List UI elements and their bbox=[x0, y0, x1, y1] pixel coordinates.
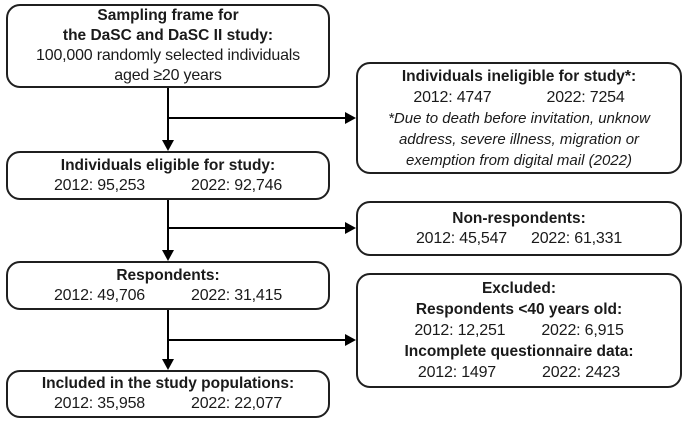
non-respondents-values: 2012: 45,547 2022: 61,331 bbox=[416, 229, 622, 249]
eligible-value-2022: 2022: 92,746 bbox=[191, 176, 283, 194]
respondents-heading: Respondents: bbox=[116, 266, 220, 284]
sampling-frame-body-line1: 100,000 randomly selected individuals bbox=[36, 47, 300, 64]
sampling-frame-heading-line1: Sampling frame for bbox=[97, 7, 239, 24]
excluded-sub1-value-2022: 2022: 6,915 bbox=[541, 322, 624, 339]
box-respondents: Respondents: 2012: 49,706 2022: 31,415 bbox=[6, 261, 330, 310]
box-eligible: Individuals eligible for study: 2012: 95… bbox=[6, 151, 330, 200]
box-included: Included in the study populations: 2012:… bbox=[6, 370, 330, 418]
ineligible-footnote-line2: address, severe illness, migration or bbox=[398, 130, 640, 148]
box-excluded: Excluded: Respondents <40 years old: 201… bbox=[356, 273, 682, 388]
excluded-sub1-values: 2012: 12,251 2022: 6,915 bbox=[414, 320, 624, 341]
eligible-value-2012: 2012: 95,253 bbox=[53, 176, 145, 194]
box-non-respondents: Non-respondents: 2012: 45,547 2022: 61,3… bbox=[356, 201, 682, 256]
arrowhead-down-icon bbox=[162, 359, 174, 370]
included-value-2022: 2022: 22,077 bbox=[191, 395, 283, 412]
arrowhead-right-icon bbox=[345, 222, 356, 234]
ineligible-values: 2012: 4747 2022: 7254 bbox=[413, 87, 624, 108]
ineligible-value-2022: 2022: 7254 bbox=[546, 88, 625, 106]
ineligible-footnote-line3: exemption from digital mail (2022) bbox=[406, 151, 632, 169]
arrowhead-down-icon bbox=[162, 140, 174, 151]
excluded-sub2-value-2012: 2012: 1497 bbox=[417, 364, 496, 381]
non-respondents-heading: Non-respondents: bbox=[452, 209, 586, 227]
non-respondents-value-2012: 2012: 45,547 bbox=[415, 229, 507, 247]
excluded-sub2-heading: Incomplete questionnaire data: bbox=[404, 343, 634, 360]
sampling-frame-body-line2: aged ≥20 years bbox=[114, 67, 222, 84]
included-values: 2012: 35,958 2022: 22,077 bbox=[54, 394, 282, 414]
arrowhead-right-icon bbox=[345, 112, 356, 124]
excluded-sub1-heading: Respondents <40 years old: bbox=[415, 301, 623, 318]
eligible-values: 2012: 95,253 2022: 92,746 bbox=[54, 176, 282, 196]
excluded-sub2-value-2022: 2022: 2423 bbox=[542, 364, 621, 381]
excluded-sub1-value-2012: 2012: 12,251 bbox=[414, 322, 506, 339]
respondents-value-2012: 2012: 49,706 bbox=[53, 286, 145, 304]
ineligible-heading: Individuals ineligible for study*: bbox=[401, 67, 637, 85]
eligible-heading: Individuals eligible for study: bbox=[60, 156, 276, 174]
excluded-heading: Excluded: bbox=[481, 280, 557, 297]
arrowhead-down-icon bbox=[162, 250, 174, 261]
ineligible-value-2012: 2012: 4747 bbox=[413, 88, 492, 106]
ineligible-footnote-line1: *Due to death before invitation, unknow bbox=[388, 109, 650, 127]
included-value-2012: 2012: 35,958 bbox=[53, 395, 145, 412]
non-respondents-value-2022: 2022: 61,331 bbox=[531, 229, 623, 247]
respondents-values: 2012: 49,706 2022: 31,415 bbox=[54, 286, 282, 306]
respondents-value-2022: 2022: 31,415 bbox=[191, 286, 283, 304]
excluded-sub2-values: 2012: 1497 2022: 2423 bbox=[418, 362, 620, 383]
included-heading: Included in the study populations: bbox=[41, 375, 295, 392]
box-sampling-frame: Sampling frame for the DaSC and DaSC II … bbox=[6, 4, 330, 88]
box-ineligible: Individuals ineligible for study*: 2012:… bbox=[356, 62, 682, 174]
arrowhead-right-icon bbox=[345, 334, 356, 346]
sampling-frame-heading-line2: the DaSC and DaSC II study: bbox=[62, 27, 274, 44]
